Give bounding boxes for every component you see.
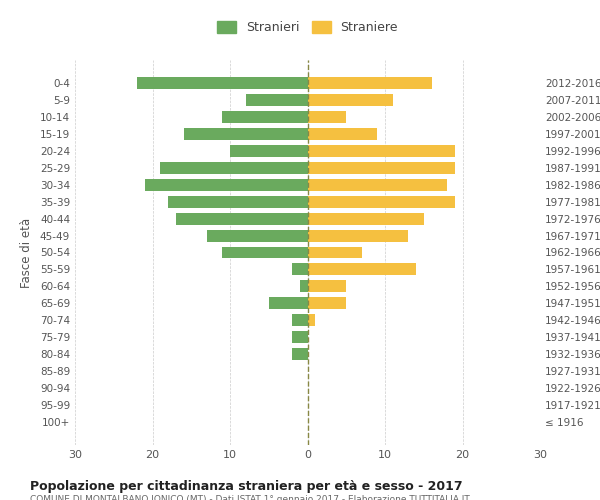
Bar — [269, 298, 308, 309]
Bar — [308, 179, 447, 191]
Bar — [300, 280, 308, 292]
Bar — [308, 246, 362, 258]
Bar — [308, 280, 346, 292]
Bar — [176, 213, 308, 224]
Bar — [137, 78, 308, 90]
Text: COMUNE DI MONTALBANO JONICO (MT) - Dati ISTAT 1° gennaio 2017 - Elaborazione TUT: COMUNE DI MONTALBANO JONICO (MT) - Dati … — [30, 495, 470, 500]
Bar — [308, 145, 455, 157]
Bar — [308, 128, 377, 140]
Bar — [184, 128, 308, 140]
Bar — [292, 331, 308, 343]
Text: Popolazione per cittadinanza straniera per età e sesso - 2017: Popolazione per cittadinanza straniera p… — [30, 480, 463, 493]
Bar — [145, 179, 308, 191]
Bar — [308, 196, 455, 207]
Bar — [308, 213, 424, 224]
Bar — [308, 314, 315, 326]
Bar — [308, 112, 346, 123]
Bar — [308, 78, 431, 90]
Bar — [245, 94, 308, 106]
Bar — [207, 230, 308, 241]
Bar — [308, 264, 416, 276]
Bar — [230, 145, 308, 157]
Bar — [292, 264, 308, 276]
Bar — [222, 112, 308, 123]
Bar — [168, 196, 308, 207]
Y-axis label: Fasce di età: Fasce di età — [20, 218, 33, 288]
Bar — [292, 348, 308, 360]
Bar — [160, 162, 308, 174]
Bar — [308, 298, 346, 309]
Bar — [308, 230, 408, 241]
Bar — [222, 246, 308, 258]
Bar — [308, 94, 393, 106]
Bar — [308, 162, 455, 174]
Legend: Stranieri, Straniere: Stranieri, Straniere — [212, 16, 403, 39]
Bar — [292, 314, 308, 326]
